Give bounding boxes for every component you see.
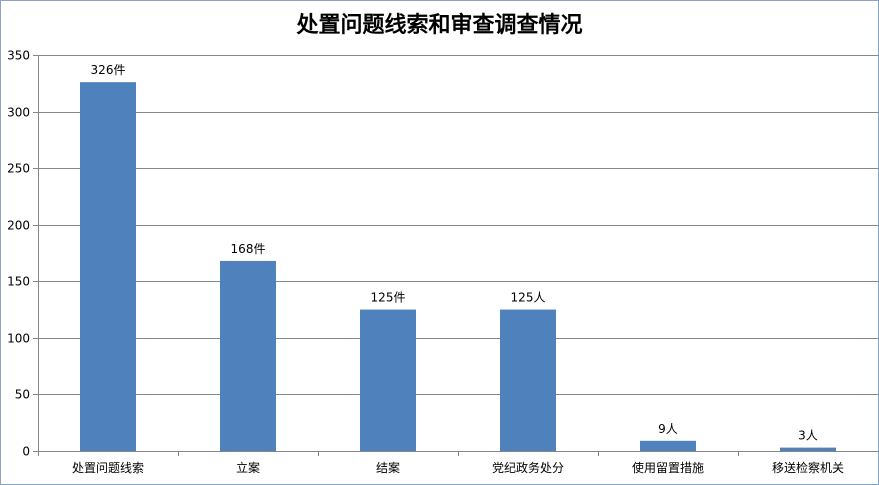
axes: [33, 55, 878, 456]
x-tick-label-1: 处置问题线索: [72, 461, 144, 475]
bars: [80, 82, 836, 451]
bar-4: [500, 309, 556, 451]
x-tick-label-6: 移送检察机关: [772, 460, 844, 475]
data-label-5: 9人: [658, 422, 678, 436]
data-label-3: 125件: [371, 291, 406, 305]
y-tick-label: 100: [7, 332, 30, 346]
bar-3: [360, 309, 416, 451]
data-label-2: 168件: [231, 242, 266, 256]
data-label-1: 326件: [91, 63, 126, 77]
y-tick-label: 150: [7, 275, 30, 289]
x-tick-label-5: 使用留置措施: [632, 460, 704, 475]
x-tick-label-2: 立案: [236, 460, 260, 475]
data-label-6: 3人: [798, 429, 818, 443]
bar-1: [80, 82, 136, 451]
chart-title: 处置问题线索和审查调查情况: [296, 13, 583, 38]
bar-2: [220, 260, 276, 451]
data-label-4: 125人: [511, 291, 546, 305]
bar-5: [640, 440, 696, 451]
y-tick-label: 250: [7, 162, 30, 176]
y-tick-label: 300: [7, 106, 30, 120]
gridlines: [38, 55, 878, 395]
bar-6: [780, 447, 836, 451]
y-tick-label: 350: [7, 49, 30, 63]
y-tick-label: 0: [22, 445, 30, 459]
x-tick-label-4: 党纪政务处分: [492, 460, 564, 475]
y-tick-label: 200: [7, 219, 30, 233]
y-tick-label: 50: [15, 388, 30, 402]
x-tick-label-3: 结案: [376, 460, 400, 475]
